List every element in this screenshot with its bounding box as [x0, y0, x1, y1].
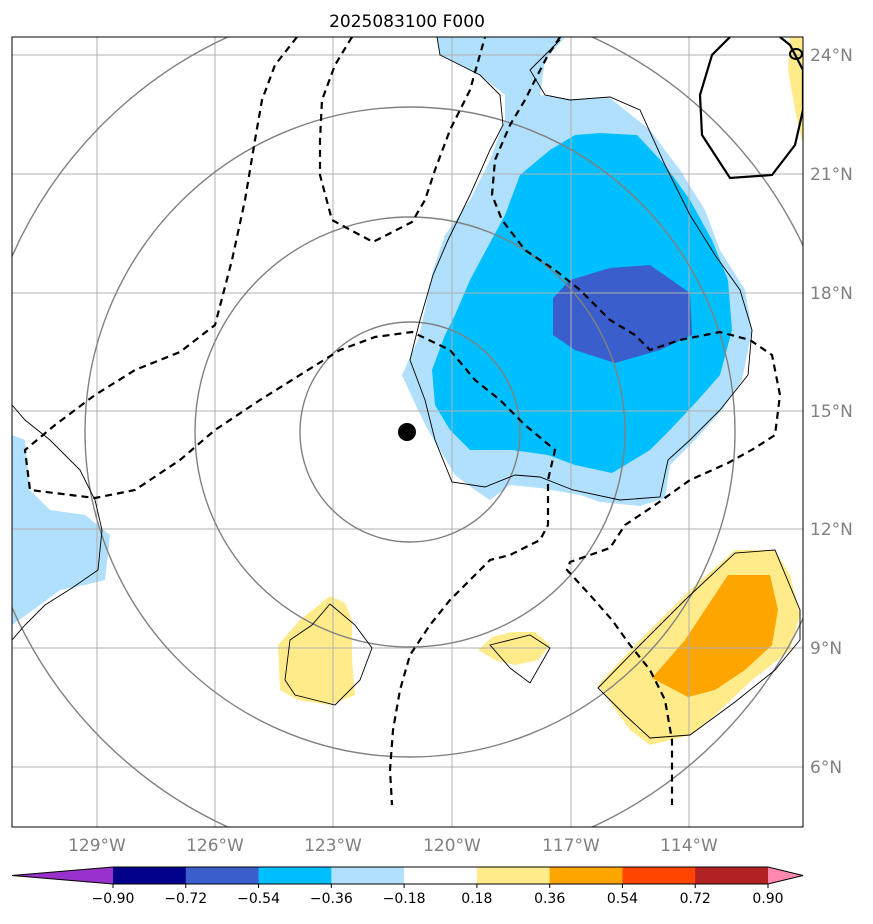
lon-label: 126°W — [186, 836, 244, 856]
negative-region-west — [12, 435, 110, 625]
lat-label: 6°N — [810, 758, 842, 778]
thin-contours — [12, 37, 801, 739]
positive-region-1 — [278, 596, 355, 705]
solid-contour-ne-small — [789, 48, 803, 60]
longitude-labels: 129°W 126°W 123°W 120°W 117°W 114°W — [68, 836, 718, 856]
colorbar-segment — [113, 867, 187, 884]
colorbar-segment — [622, 867, 696, 884]
map-area — [12, 37, 803, 827]
dashed-contours — [23, 37, 782, 806]
colorbar-tick-label: −0.90 — [92, 891, 135, 907]
lon-label: 120°W — [423, 836, 481, 856]
colorbar-segment — [185, 867, 260, 884]
solid-contour-ne — [698, 37, 803, 180]
contour-yellow-1 — [284, 603, 373, 706]
colorbar-tick-label: 0.54 — [607, 891, 638, 907]
lat-label: 9°N — [810, 639, 842, 659]
colorbar: −0.90 −0.72 −0.54 −0.36 −0.18 0.18 0.36 0.54 0.7… — [11, 866, 804, 907]
lat-label: 12°N — [810, 520, 853, 540]
lon-label: 123°W — [304, 836, 362, 856]
lat-label: 21°N — [810, 165, 853, 185]
colorbar-segment — [404, 867, 478, 884]
colorbar-tick-label: 0.72 — [680, 891, 711, 907]
positive-region-3-strong — [652, 575, 778, 697]
lat-label: 18°N — [810, 284, 853, 304]
colorbar-tick-label: 0.36 — [534, 891, 565, 907]
contour-yellow-2 — [489, 634, 551, 684]
map-frame — [11, 36, 804, 828]
lat-label: 15°N — [810, 402, 853, 422]
colorbar-extend-high — [768, 867, 803, 884]
lat-label: 24°N — [810, 46, 853, 66]
latitude-labels: 24°N 21°N 18°N 15°N 12°N 9°N 6°N — [810, 46, 853, 778]
lon-label: 117°W — [542, 836, 600, 856]
colorbar-extend-low — [12, 867, 113, 884]
colorbar-tick-label: −0.72 — [164, 891, 207, 907]
negative-region-strong — [553, 265, 692, 363]
colorbar-tick-label: −0.36 — [310, 891, 353, 907]
contour-main — [409, 37, 753, 501]
colorbar-tick-label: 0.90 — [752, 891, 783, 907]
dashed-contour-1 — [23, 37, 557, 806]
map-title: 2025083100 F000 — [329, 12, 485, 32]
lon-label: 129°W — [68, 836, 126, 856]
range-rings — [12, 37, 803, 827]
colorbar-tick-label: 0.18 — [461, 891, 492, 907]
colorbar-segment — [258, 867, 332, 884]
colorbar-tick-label: −0.54 — [237, 891, 280, 907]
gridlines — [12, 37, 803, 827]
colorbar-segment — [695, 867, 769, 884]
contour-west — [12, 404, 103, 641]
contour-yellow-3 — [597, 549, 801, 739]
colorbar-segment — [476, 867, 551, 884]
colorbar-tick-label: −0.18 — [383, 891, 426, 907]
colorbar-segment — [549, 867, 623, 884]
lon-label: 114°W — [660, 836, 718, 856]
colorbar-segment — [331, 867, 405, 884]
storm-center-marker — [398, 423, 416, 441]
dashed-contour-3 — [490, 37, 782, 805]
